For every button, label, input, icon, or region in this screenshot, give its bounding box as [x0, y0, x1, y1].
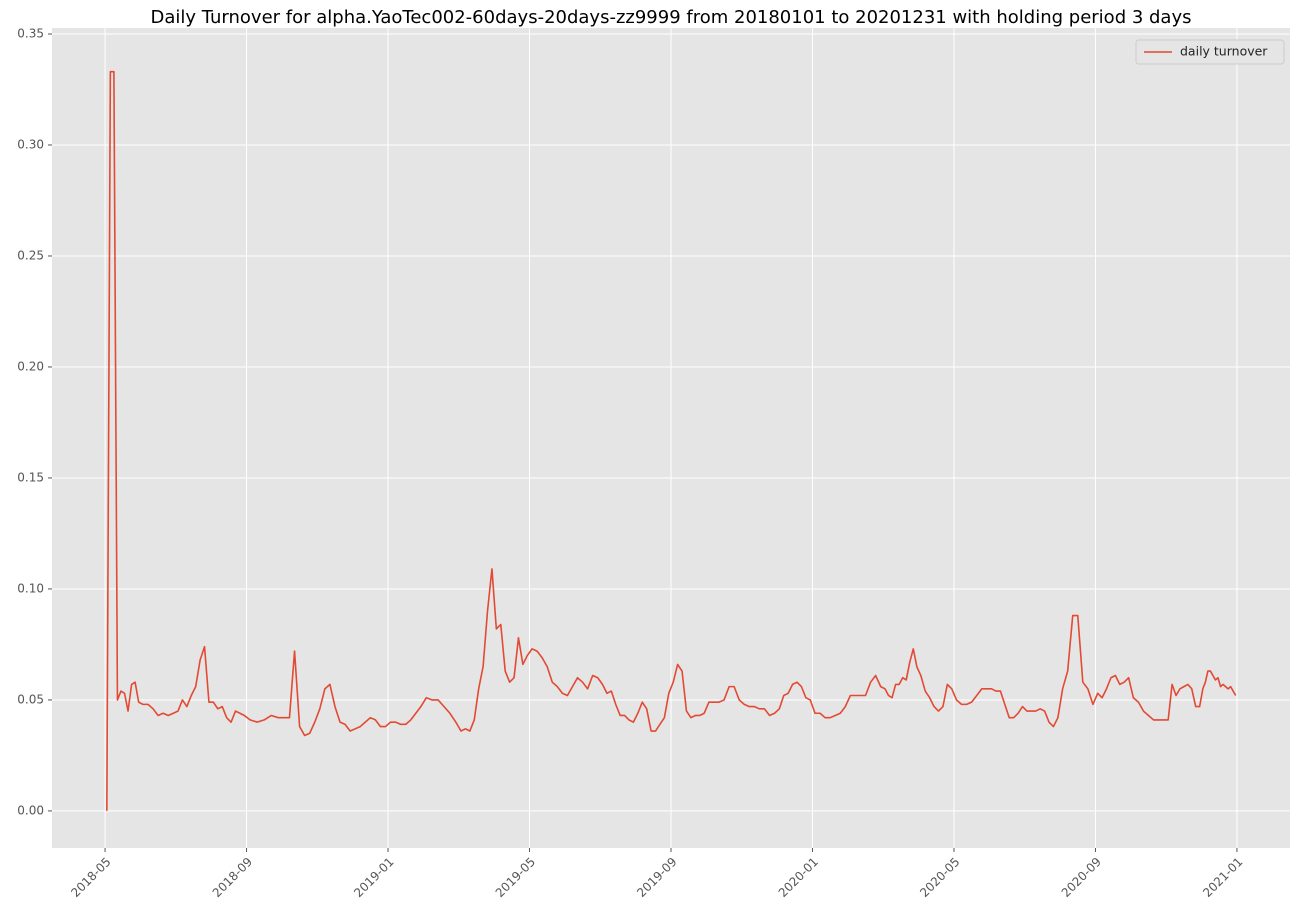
x-tick-label: 2018-09: [210, 855, 255, 900]
x-tick-label: 2020-01: [776, 855, 821, 900]
y-tick-label: 0.35: [17, 26, 44, 40]
legend-box: [1135, 39, 1285, 65]
y-tick-label: 0.05: [17, 692, 44, 706]
x-tick-label: 2019-05: [493, 855, 538, 900]
x-tick-label: 2018-05: [68, 855, 113, 900]
x-tick-label: 2020-05: [917, 855, 962, 900]
x-tick-label: 2019-01: [351, 855, 396, 900]
y-tick-label: 0.30: [17, 137, 44, 151]
y-tick-label: 0.00: [17, 803, 44, 817]
y-tick-label: 0.25: [17, 248, 44, 262]
y-tick-label: 0.20: [17, 359, 44, 373]
x-tick-label: 2020-09: [1059, 855, 1104, 900]
legend-label: daily turnover: [1180, 44, 1268, 59]
chart-title: Daily Turnover for alpha.YaoTec002-60day…: [150, 7, 1191, 28]
y-tick-label: 0.10: [17, 581, 44, 595]
x-tick-label: 2019-09: [634, 855, 679, 900]
x-tick-label: 2021-01: [1200, 855, 1245, 900]
data-line: [106, 70, 1237, 811]
y-tick-label: 0.15: [17, 470, 44, 484]
